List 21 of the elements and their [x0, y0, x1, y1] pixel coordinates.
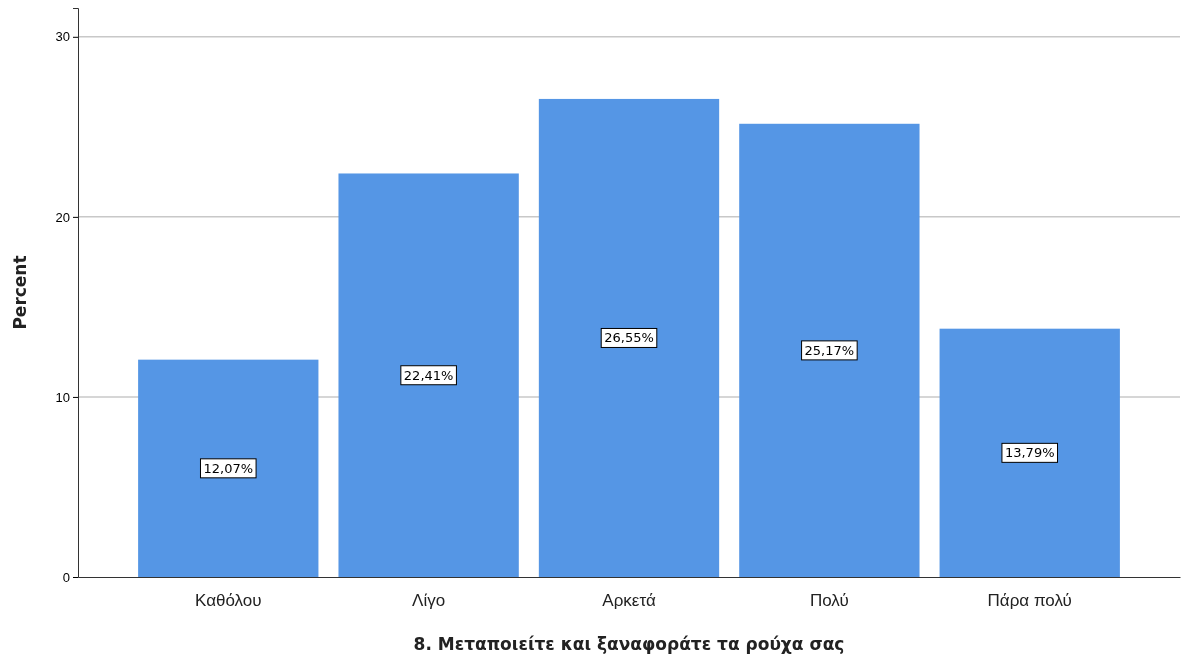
x-axis-title: 8. Μεταποιείτε και ξαναφοράτε τα ρούχα σας [413, 634, 845, 654]
data-label: 13,79% [1004, 445, 1055, 461]
x-tick-label: Λίγο [412, 590, 446, 610]
bar [338, 173, 519, 577]
bar [939, 328, 1120, 577]
x-tick-label: Πολύ [809, 590, 849, 610]
data-label: 22,41% [403, 367, 454, 383]
bar [739, 123, 920, 577]
x-tick-label: Αρκετά [602, 590, 656, 610]
y-tick-label: 30 [55, 29, 70, 45]
data-label: 26,55% [604, 330, 654, 346]
y-axis-title: Percent [10, 255, 30, 330]
y-tick-label: 20 [55, 209, 70, 225]
data-label: 25,17% [804, 342, 855, 358]
bar [138, 359, 319, 577]
y-tick-label: 10 [55, 389, 70, 405]
bar [538, 98, 720, 577]
data-label: 12,07% [203, 460, 254, 476]
y-tick-label: 0 [62, 569, 70, 585]
x-tick-label: Καθόλου [195, 590, 262, 610]
x-tick-label: Πάρα πολύ [987, 590, 1072, 610]
